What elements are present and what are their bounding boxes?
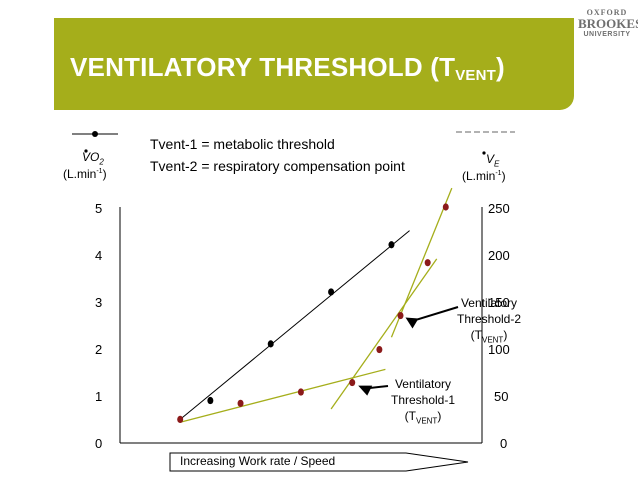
annotation-1-line-3b: ) [437,409,441,423]
ve-point-1 [177,416,183,423]
left-tick-4: 4 [95,248,102,263]
ve-point-4 [349,379,355,386]
left-axis-unit-b: ) [103,167,107,181]
annotation-2-line-3a: (T [471,328,482,342]
vo2-point-4 [388,241,394,248]
ve-point-2 [238,400,244,407]
annotation-2-arrowhead [406,318,419,329]
x-axis-label: Increasing Work rate / Speed [180,454,335,468]
annotation-2-line-3b: ) [503,328,507,342]
vo2-point-1 [207,397,213,404]
left-tick-0: 0 [95,436,102,451]
annotation-2-line-2: Threshold-2 [450,311,528,327]
annotation-threshold-2: Ventilatory Threshold-2 (TVENT) [450,295,528,348]
annotation-1-arrowhead [358,386,372,396]
right-axis-unit-b: ) [502,169,506,183]
chart-canvas [0,0,638,479]
left-axis-symbol-text: VO [82,150,99,164]
right-tick-50: 50 [494,389,508,404]
legend-line-1: Tvent-1 = metabolic threshold [150,136,335,152]
ve-point-5 [376,346,382,353]
right-axis-symbol-text: V [486,152,494,166]
annotation-2-line-1: Ventilatory [450,295,528,311]
vo2-legend-marker [92,131,98,137]
right-tick-200: 200 [488,248,510,263]
ve-trend-line-1 [180,369,385,422]
left-tick-5: 5 [95,201,102,216]
right-axis-unit: (L.min-1) [462,169,506,183]
annotation-1-line-3: (TVENT) [388,408,458,429]
left-tick-2: 2 [95,342,102,357]
left-axis-symbol: VO2 [82,150,104,166]
annotation-threshold-1: Ventilatory Threshold-1 (TVENT) [388,376,458,429]
left-axis-unit-a: (L.min [63,167,96,181]
ve-point-7 [425,259,431,266]
annotation-1-line-3a: (T [405,409,416,423]
right-axis-symbol-sub: E [494,159,499,168]
legend-line-2: Tvent-2 = respiratory compensation point [150,158,405,174]
ve-point-6 [398,312,404,319]
annotation-1-line-1: Ventilatory [388,376,458,392]
vo2-trend-line [180,231,409,420]
annotation-1-line-3-sub: VENT [416,416,437,425]
vo2-point-2 [268,340,274,347]
left-axis-unit: (L.min-1) [63,167,107,181]
ve-point-8 [443,203,449,210]
annotation-1-line-2: Threshold-1 [388,392,458,408]
left-tick-3: 3 [95,295,102,310]
ve-point-3 [298,388,304,395]
left-axis-symbol-sub: 2 [99,157,103,166]
right-tick-0: 0 [500,436,507,451]
vo2-point-3 [328,288,334,295]
annotation-2-line-3: (TVENT) [450,327,528,348]
left-tick-1: 1 [95,389,102,404]
annotation-2-line-3-sub: VENT [482,335,503,344]
right-tick-250: 250 [488,201,510,216]
right-axis-symbol: VE [486,152,499,168]
right-axis-unit-a: (L.min [462,169,495,183]
